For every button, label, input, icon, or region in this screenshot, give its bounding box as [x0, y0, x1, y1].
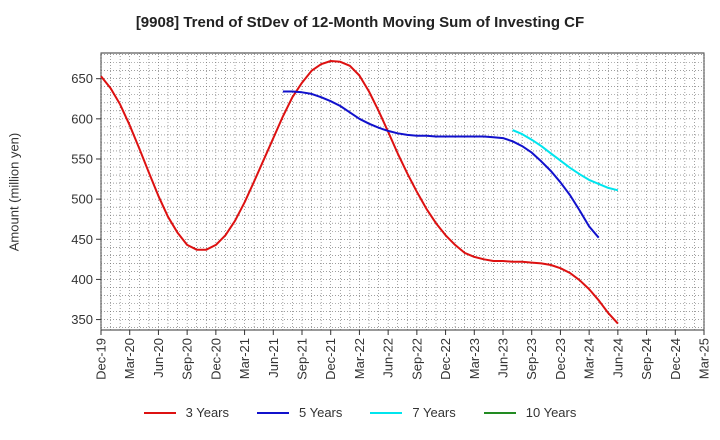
x-tick-label: Dec-21 [323, 338, 338, 380]
y-tick-label: 600 [71, 111, 93, 126]
legend-label: 7 Years [412, 405, 456, 420]
x-tick-label: Jun-22 [381, 338, 396, 378]
x-tick-label: Sep-24 [639, 338, 654, 380]
y-tick-label: 450 [71, 232, 93, 247]
x-axis: Dec-19 Mar-20 Jun-20 Sep-20 Dec-20 Mar-21 Jun-… [94, 330, 712, 380]
legend-item-3-years: 3 Years [143, 405, 229, 420]
x-tick-label: Sep-21 [295, 338, 310, 380]
x-tick-label: Jun-20 [151, 338, 166, 378]
series-line-5-years [282, 90, 600, 239]
legend: 3 Years 5 Years 7 Years 10 Years [0, 405, 720, 420]
y-tick-label: 650 [71, 71, 93, 86]
y-tick-label: 500 [71, 192, 93, 207]
legend-label: 10 Years [525, 405, 577, 420]
chart-title: [9908] Trend of StDev of 12-Month Moving… [135, 14, 585, 31]
x-tick-label: Dec-23 [553, 338, 568, 380]
x-tick-label: Jun-21 [266, 338, 281, 378]
series-line-3-years [100, 60, 619, 325]
x-tick-label: Sep-23 [524, 338, 539, 380]
legend-swatch [257, 411, 289, 414]
legend-swatch [143, 411, 176, 414]
x-tick-label: Mar-21 [237, 338, 252, 379]
x-tick-label: Dec-19 [94, 338, 109, 380]
x-tick-label: Dec-24 [668, 338, 683, 380]
y-tick-label: 350 [71, 312, 93, 327]
series-lines [100, 60, 619, 325]
legend-item-5-years: 5 Years [257, 405, 342, 420]
legend-swatch [370, 411, 403, 414]
grid-lines [100, 53, 705, 330]
x-tick-label: Jun-23 [496, 338, 511, 378]
x-tick-label: Sep-20 [180, 338, 195, 380]
x-tick-label: Dec-22 [438, 338, 453, 380]
legend-item-7-years: 7 Years [370, 405, 456, 420]
x-tick-label: Mar-23 [467, 338, 482, 379]
y-tick-label: 550 [71, 151, 93, 166]
y-tick-label: 400 [71, 272, 93, 287]
x-tick-label: Mar-20 [122, 338, 137, 379]
legend-swatch [483, 411, 516, 414]
x-tick-label: Sep-22 [409, 338, 424, 380]
x-tick-label: Dec-20 [208, 338, 223, 380]
series-line-7-years [512, 129, 619, 192]
x-tick-label: Mar-22 [352, 338, 367, 379]
x-tick-label: Mar-25 [697, 338, 712, 379]
x-tick-label: Mar-24 [582, 338, 597, 379]
legend-label: 5 Years [299, 405, 343, 420]
y-axis: 350 400 450 500 550 600 650 [71, 71, 101, 327]
legend-item-10-years: 10 Years [483, 405, 577, 420]
legend-label: 3 Years [185, 405, 229, 420]
x-tick-label: Jun-24 [610, 338, 625, 378]
